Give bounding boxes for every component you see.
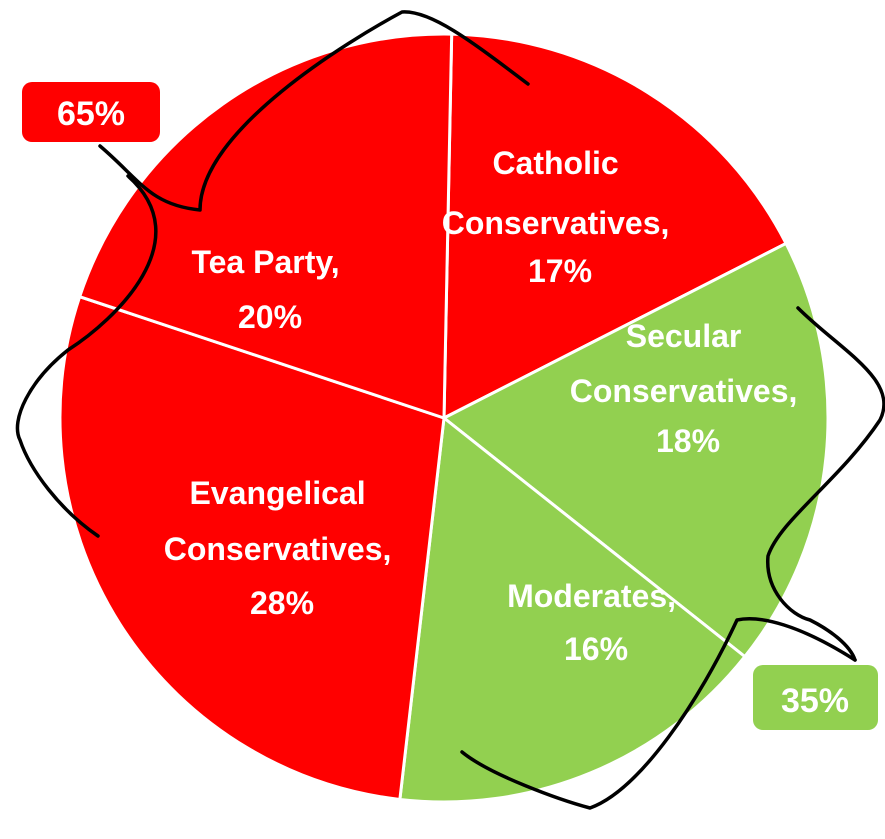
slice-label-moderates: Moderates, 16%: [507, 578, 685, 667]
slice-label-tea-party: Tea Party, 20%: [191, 244, 348, 335]
slice-label-moderates-value: 16%: [564, 631, 628, 667]
badge-35-label: 35%: [781, 682, 849, 720]
slice-label-evangelical-value: 28%: [250, 585, 314, 621]
badge-65-box: [22, 82, 160, 142]
pie-slice-evangelical-conservatives: [58, 294, 446, 802]
slice-label-catholic: Catholic Conservatives, 17%: [442, 145, 679, 289]
slice-label-tea-party-line1: Tea Party,: [191, 244, 339, 280]
slice-label-evangelical-line1: Evangelical: [190, 475, 366, 511]
pie-slice-moderates: [398, 415, 747, 804]
slice-labels: Catholic Conservatives, 17% Secular Cons…: [164, 145, 807, 667]
slice-label-secular: Secular Conservatives, 18%: [570, 318, 807, 459]
group-braces: [15, 10, 885, 810]
badge-65-label: 65%: [57, 95, 125, 133]
slice-label-evangelical: Evangelical Conservatives, 28%: [164, 475, 401, 621]
slice-label-catholic-line1: Catholic: [492, 145, 618, 181]
pie-slice-tea-party: [77, 32, 454, 421]
badge-35-box: [753, 665, 878, 730]
brace-65-left: [15, 174, 158, 538]
pie-slice-catholic-conservatives: [442, 32, 789, 421]
badge-35: 35%: [753, 665, 878, 730]
brace-35-bottom: [460, 617, 857, 810]
pie-slice-secular-conservatives: [441, 241, 830, 659]
brace-65-top: [98, 10, 530, 212]
slice-label-secular-line1: Secular: [626, 318, 742, 354]
slice-label-catholic-line2: Conservatives,: [442, 205, 670, 241]
badge-65: 65%: [22, 82, 160, 142]
pie-slices: [58, 32, 830, 804]
slice-label-evangelical-line2: Conservatives,: [164, 531, 392, 567]
slice-label-secular-value: 18%: [656, 423, 720, 459]
slice-label-tea-party-value: 20%: [238, 299, 302, 335]
slice-label-catholic-value: 17%: [528, 253, 592, 289]
slice-label-moderates-line1: Moderates,: [507, 578, 676, 614]
brace-35-right: [766, 306, 885, 662]
slice-label-secular-line2: Conservatives,: [570, 373, 798, 409]
